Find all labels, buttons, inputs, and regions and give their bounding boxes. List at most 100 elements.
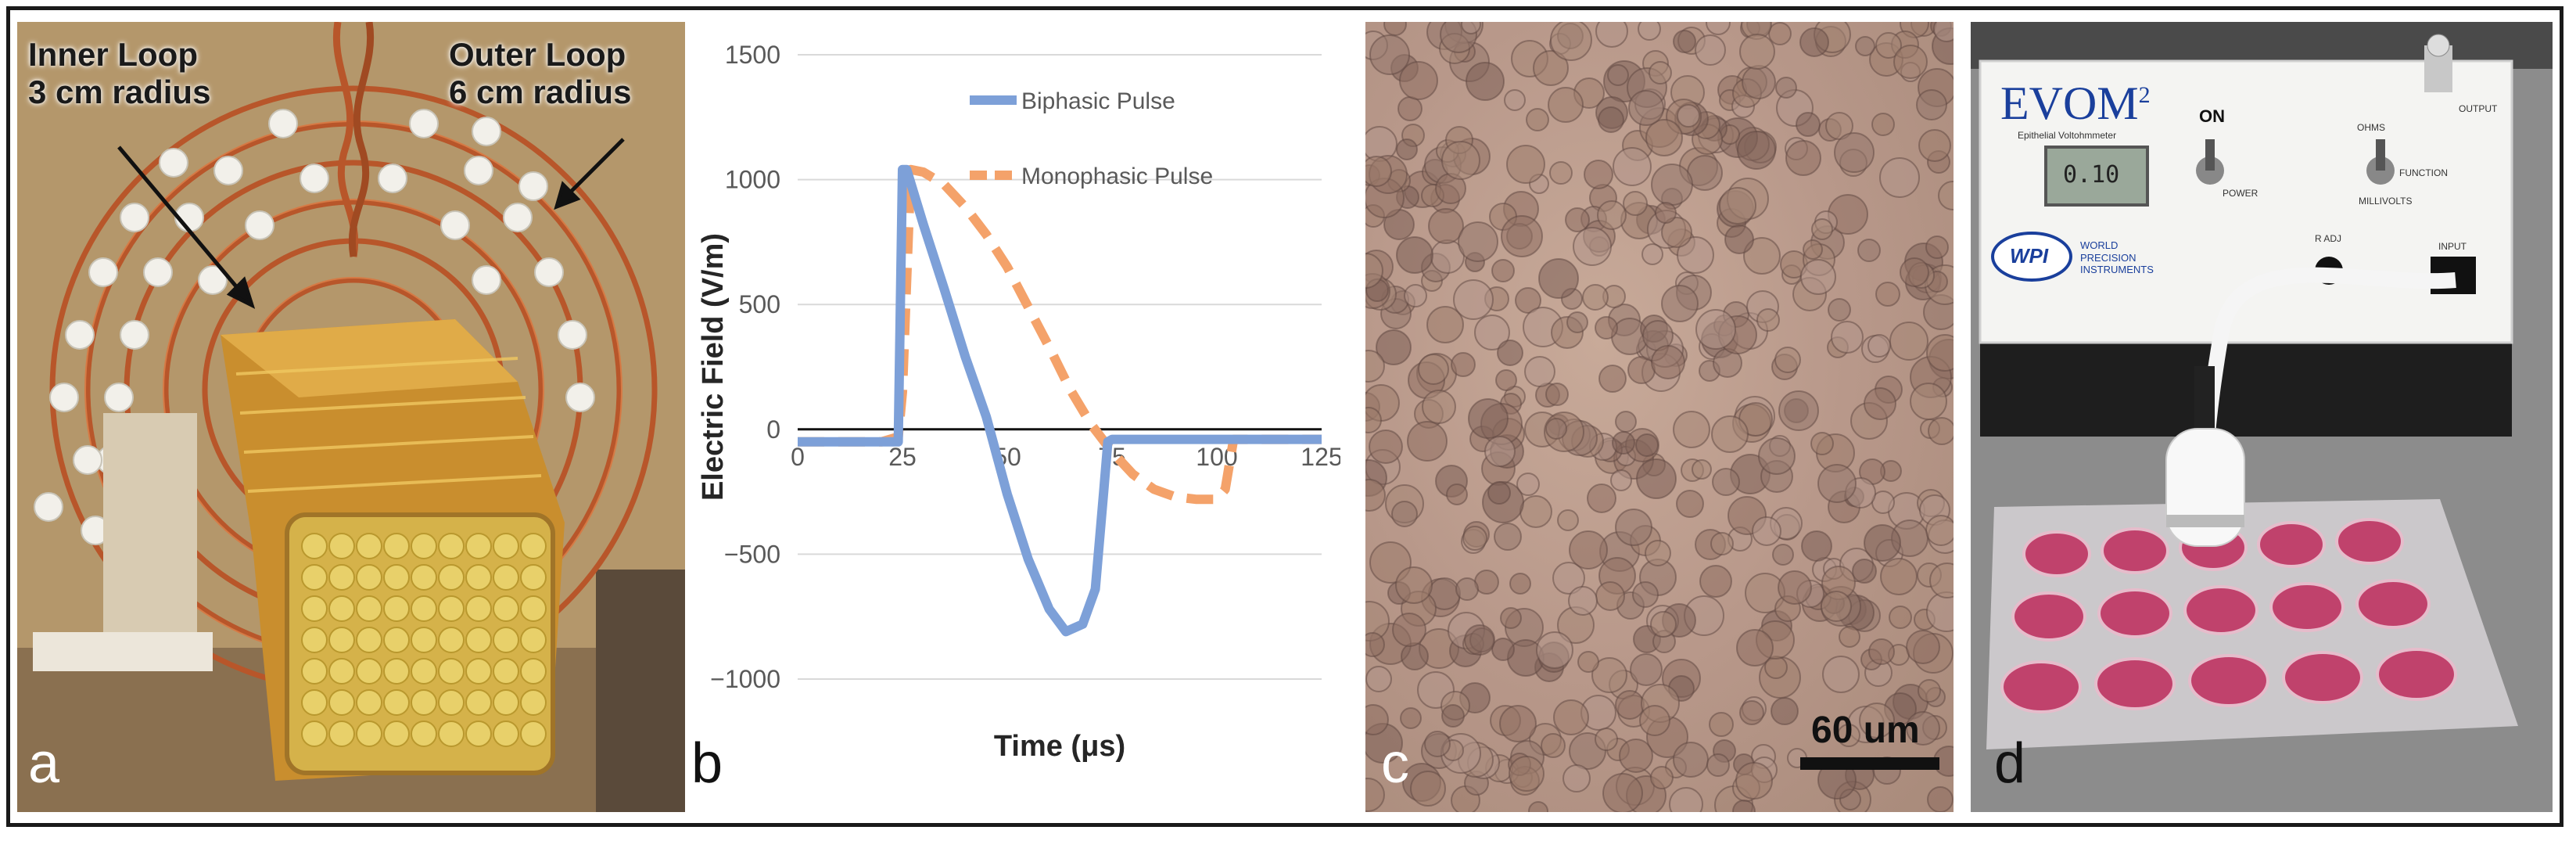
cell [1925,235,1949,259]
cell [1499,705,1537,742]
cell [1800,259,1836,295]
cell [1446,483,1468,505]
cell [1468,398,1509,439]
cell [1864,387,1896,420]
legend-label-biphasic: Biphasic Pulse [1021,88,1175,114]
y-tick-label: 500 [739,290,780,318]
cell [1426,306,1464,343]
cell [1494,523,1522,551]
switch-on-label: ON [2199,106,2225,126]
cell [1573,227,1612,266]
cell [1768,22,1792,45]
output-label: OUTPUT [2459,103,2498,114]
cell [1649,61,1672,84]
cell [1822,656,1860,693]
cell [1676,490,1704,518]
panel-d-letter: d [1994,732,2026,795]
cell [1495,369,1517,391]
panel-a-coil-photo: Inner Loop 3 cm radius Outer Loop 6 cm r… [17,22,685,812]
cell [1855,36,1875,56]
cell [1506,145,1545,184]
cell [1424,731,1451,757]
cell [1695,34,1726,66]
y-tick-label: 0 [766,415,780,444]
cell [1692,459,1712,480]
cell [1487,481,1511,505]
cell [1711,415,1749,453]
cell [1736,629,1774,667]
cell [1595,22,1628,48]
cell [1461,22,1481,34]
cell [1422,390,1456,424]
cell [1910,383,1947,420]
scale-bar [1800,757,1939,770]
cell [1875,282,1900,307]
x-tick-label: 0 [791,443,805,471]
outer-loop-label: Outer Loop 6 cm radius [449,36,631,112]
cell [1562,764,1591,792]
panel-a-letter: a [28,732,60,795]
cell [1615,690,1645,720]
inner-loop-line2: 3 cm radius [28,74,211,111]
cell [1803,239,1823,260]
cell-micrograph-illustration [1365,22,1954,812]
cell [1739,34,1775,70]
cell [1852,559,1877,584]
cell [1661,217,1692,248]
cell [1706,753,1730,777]
cell [1871,113,1895,136]
cell [1369,429,1403,464]
cell [1441,141,1480,180]
cell [1756,308,1780,332]
y-axis-title: Electric Field (V/m) [697,233,730,501]
x-tick-labels: 0 25 50 75 100 125 [791,443,1340,471]
cell [1796,112,1821,137]
cell [1619,739,1653,773]
cell [1906,630,1940,664]
cell [1719,187,1756,225]
cell [1365,253,1383,289]
cell [1772,544,1794,566]
cell [1650,611,1677,638]
cell [1677,236,1714,274]
cell [1582,284,1609,311]
cell [1541,733,1566,758]
cell [1739,700,1764,725]
cell [1774,347,1801,373]
cell [1636,458,1677,499]
cell [1524,356,1555,387]
evom-brand-text: EVOM [2000,77,2139,129]
panel-b-letter: b [691,732,723,795]
cell [1906,711,1940,746]
cell [1365,156,1392,187]
cell [1587,483,1616,513]
cell [1519,495,1552,528]
cell [1695,309,1736,350]
cell [1801,530,1832,562]
panel-c-letter: c [1381,732,1409,795]
cell [1743,237,1781,275]
maker-name-line1: WORLD [2080,239,2119,251]
cell [1528,801,1548,812]
cell [1651,164,1693,206]
cell [1549,161,1573,185]
cell [1875,32,1902,59]
series-line-biphasic [798,164,1322,637]
cell [1515,287,1541,314]
cell [1391,501,1418,527]
cell [1365,350,1385,383]
outer-loop-line1: Outer Loop [449,36,626,73]
cell [1889,606,1912,629]
cell [1928,417,1954,445]
inner-loop-line1: Inner Loop [28,36,198,73]
cell [1641,243,1663,265]
cell [1501,215,1543,257]
cell [1699,565,1732,598]
cell [1602,773,1643,812]
cell [1418,354,1449,385]
cell [1557,509,1579,531]
cell [1383,22,1407,36]
cell [1565,207,1590,232]
cell [1584,160,1613,189]
scale-bar-label: 60 um [1811,710,1920,751]
